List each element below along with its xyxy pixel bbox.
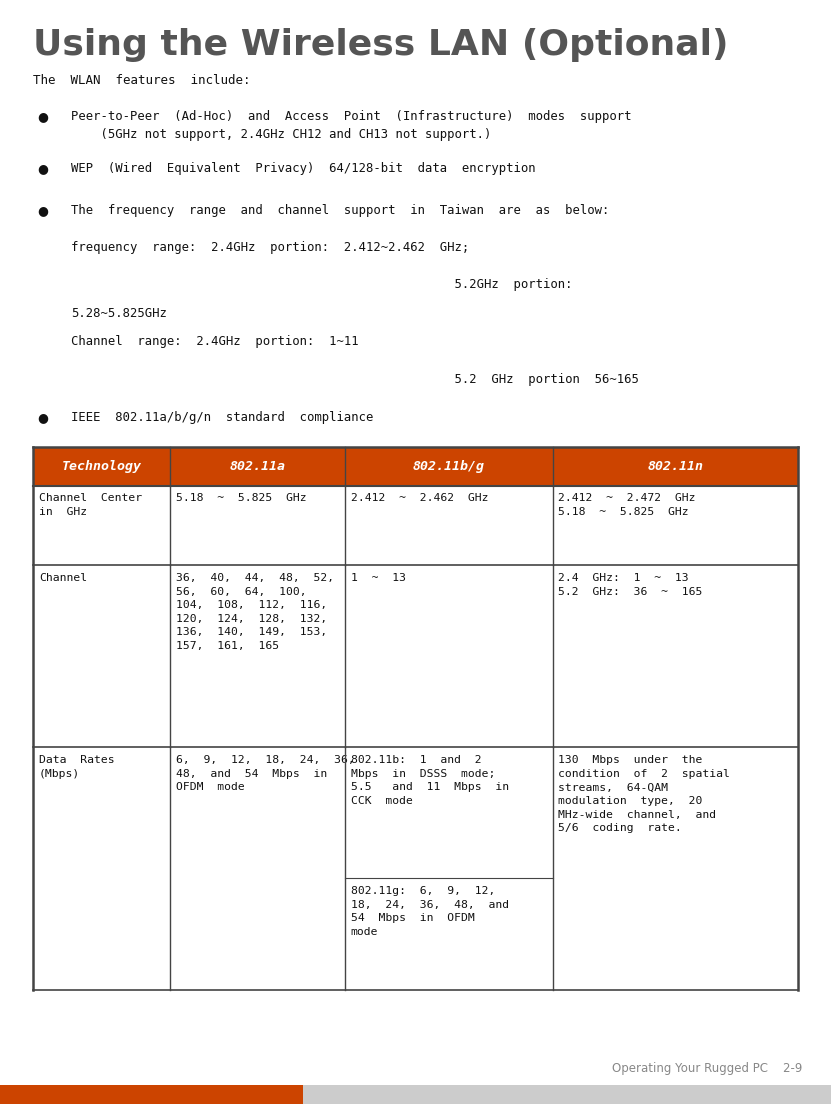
Text: 802.11g:  6,  9,  12,
18,  24,  36,  48,  and
54  Mbps  in  OFDM
mode: 802.11g: 6, 9, 12, 18, 24, 36, 48, and 5…	[351, 887, 509, 937]
Bar	[303, 1085, 831, 1104]
Text: 802.11n: 802.11n	[647, 460, 703, 473]
Text: Technology: Technology	[61, 460, 142, 473]
Text: ●: ●	[37, 110, 48, 124]
Text: The  WLAN  features  include:: The WLAN features include:	[33, 74, 251, 87]
Text: 5.28~5.825GHz: 5.28~5.825GHz	[71, 307, 166, 320]
Text: 1  ~  13: 1 ~ 13	[351, 573, 406, 583]
Text: Channel  range:  2.4GHz  portion:  1~11: Channel range: 2.4GHz portion: 1~11	[71, 335, 358, 348]
Text: WEP  (Wired  Equivalent  Privacy)  64/128-bit  data  encryption: WEP (Wired Equivalent Privacy) 64/128-bi…	[71, 162, 535, 176]
Text: Channel  Center
in  GHz: Channel Center in GHz	[39, 493, 142, 517]
Text: Using the Wireless LAN (Optional): Using the Wireless LAN (Optional)	[33, 28, 729, 62]
Text: 2.412  ~  2.472  GHz
5.18  ~  5.825  GHz: 2.412 ~ 2.472 GHz 5.18 ~ 5.825 GHz	[558, 493, 696, 517]
Text: 6,  9,  12,  18,  24,  36,
48,  and  54  Mbps  in
OFDM  mode: 6, 9, 12, 18, 24, 36, 48, and 54 Mbps in…	[176, 755, 355, 793]
Text: ●: ●	[37, 411, 48, 424]
Text: ●: ●	[37, 162, 48, 176]
Text: Channel: Channel	[39, 573, 87, 583]
Text: 130  Mbps  under  the
condition  of  2  spatial
streams,  64-QAM
modulation  typ: 130 Mbps under the condition of 2 spatia…	[558, 755, 730, 834]
Text: 5.2GHz  portion:: 5.2GHz portion:	[71, 278, 572, 291]
Text: 802.11b:  1  and  2
Mbps  in  DSSS  mode;
5.5   and  11  Mbps  in
CCK  mode: 802.11b: 1 and 2 Mbps in DSSS mode; 5.5 …	[351, 755, 509, 806]
Text: 36,  40,  44,  48,  52,
56,  60,  64,  100,
104,  108,  112,  116,
120,  124,  1: 36, 40, 44, 48, 52, 56, 60, 64, 100, 104…	[176, 573, 334, 651]
Bar	[553, 447, 798, 486]
Text: 802.11a: 802.11a	[229, 460, 286, 473]
Text: Peer-to-Peer  (Ad-Hoc)  and  Access  Point  (Infrastructure)  modes  support
   : Peer-to-Peer (Ad-Hoc) and Access Point (…	[71, 110, 631, 141]
Text: Data  Rates
(Mbps): Data Rates (Mbps)	[39, 755, 115, 778]
Bar	[170, 447, 345, 486]
Text: ●: ●	[37, 204, 48, 217]
Text: 5.18  ~  5.825  GHz: 5.18 ~ 5.825 GHz	[176, 493, 307, 503]
Bar	[0, 1085, 303, 1104]
Text: 5.2  GHz  portion  56~165: 5.2 GHz portion 56~165	[71, 373, 638, 386]
Text: The  frequency  range  and  channel  support  in  Taiwan  are  as  below:: The frequency range and channel support …	[71, 204, 609, 217]
Text: frequency  range:  2.4GHz  portion:  2.412~2.462  GHz;: frequency range: 2.4GHz portion: 2.412~2…	[71, 241, 469, 254]
Text: 802.11b/g: 802.11b/g	[413, 460, 484, 473]
Text: IEEE  802.11a/b/g/n  standard  compliance: IEEE 802.11a/b/g/n standard compliance	[71, 411, 373, 424]
Text: 2.4  GHz:  1  ~  13
5.2  GHz:  36  ~  165: 2.4 GHz: 1 ~ 13 5.2 GHz: 36 ~ 165	[558, 573, 703, 596]
Text: Operating Your Rugged PC    2-9: Operating Your Rugged PC 2-9	[612, 1062, 802, 1075]
Bar	[33, 447, 170, 486]
Bar	[345, 447, 553, 486]
Text: 2.412  ~  2.462  GHz: 2.412 ~ 2.462 GHz	[351, 493, 488, 503]
